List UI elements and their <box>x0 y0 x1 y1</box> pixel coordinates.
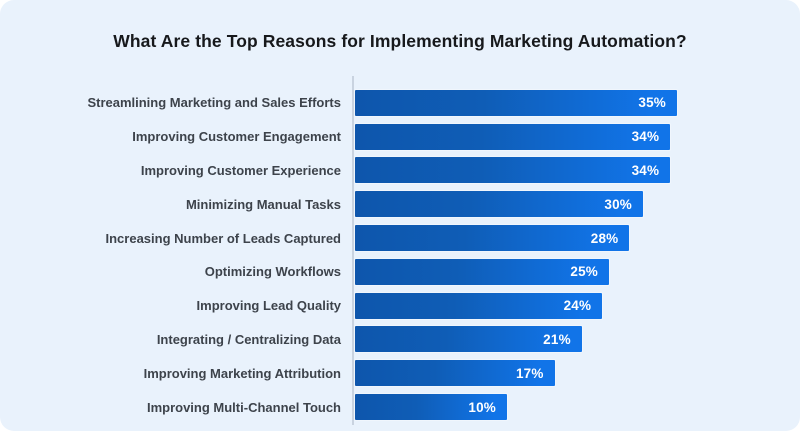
bar: 21% <box>355 326 582 353</box>
chart-row: Improving Marketing Attribution 17% <box>0 356 800 390</box>
category-label: Improving Marketing Attribution <box>143 365 341 381</box>
bar: 10% <box>355 394 507 421</box>
bar-value-label: 35% <box>638 95 666 111</box>
category-label: Improving Customer Engagement <box>132 129 341 145</box>
chart-row: Optimizing Workflows 25% <box>0 255 800 289</box>
chart-row: Improving Multi-Channel Touch 10% <box>0 390 800 424</box>
category-label: Improving Multi-Channel Touch <box>146 399 341 415</box>
bar-track: 35% <box>355 89 800 116</box>
chart-title: What Are the Top Reasons for Implementin… <box>113 31 687 51</box>
category-label: Minimizing Manual Tasks <box>185 196 341 212</box>
category-label: Improving Customer Experience <box>140 162 341 178</box>
chart-row: Improving Customer Engagement 34% <box>0 120 800 154</box>
chart-row: Improving Lead Quality 24% <box>0 289 800 323</box>
bar-track: 24% <box>355 292 800 319</box>
category-label: Integrating / Centralizing Data <box>156 331 341 347</box>
category-label: Streamlining Marketing and Sales Efforts <box>87 95 341 111</box>
bar-value-label: 24% <box>563 298 592 314</box>
bar-track: 30% <box>355 191 800 218</box>
axis-baseline <box>352 76 354 425</box>
bar-track: 34% <box>355 123 800 150</box>
category-label: Improving Lead Quality <box>196 298 341 314</box>
bar: 34% <box>355 157 671 184</box>
bar: 30% <box>355 191 643 218</box>
bar: 28% <box>355 225 630 252</box>
bar: 35% <box>355 89 677 116</box>
bar-track: 25% <box>355 258 800 285</box>
chart-row: Increasing Number of Leads Captured 28% <box>0 221 800 255</box>
bar-value-label: 10% <box>468 399 496 415</box>
bar-value-label: 34% <box>631 129 660 145</box>
bar-value-label: 17% <box>515 365 544 381</box>
bar-track: 34% <box>355 157 800 184</box>
bar-track: 28% <box>355 225 800 252</box>
chart-rows: Streamlining Marketing and Sales Efforts… <box>0 86 800 424</box>
chart-row: Improving Customer Experience 34% <box>0 154 800 188</box>
bar-value-label: 34% <box>631 162 660 178</box>
bar: 24% <box>355 292 603 319</box>
bar-track: 17% <box>355 360 800 387</box>
bar-value-label: 25% <box>570 264 598 280</box>
bar: 25% <box>355 258 609 285</box>
chart-row: Streamlining Marketing and Sales Efforts… <box>0 86 800 120</box>
bar-value-label: 28% <box>590 230 619 246</box>
bar-track: 21% <box>355 326 800 353</box>
category-label: Increasing Number of Leads Captured <box>105 230 342 246</box>
bar-value-label: 21% <box>543 331 571 347</box>
bar: 34% <box>355 123 671 150</box>
chart-row: Minimizing Manual Tasks 30% <box>0 187 800 221</box>
bar-track: 10% <box>355 394 800 421</box>
bar: 17% <box>355 360 555 387</box>
chart-row: Integrating / Centralizing Data 21% <box>0 323 800 357</box>
category-label: Optimizing Workflows <box>204 264 341 280</box>
bar-value-label: 30% <box>604 196 632 212</box>
